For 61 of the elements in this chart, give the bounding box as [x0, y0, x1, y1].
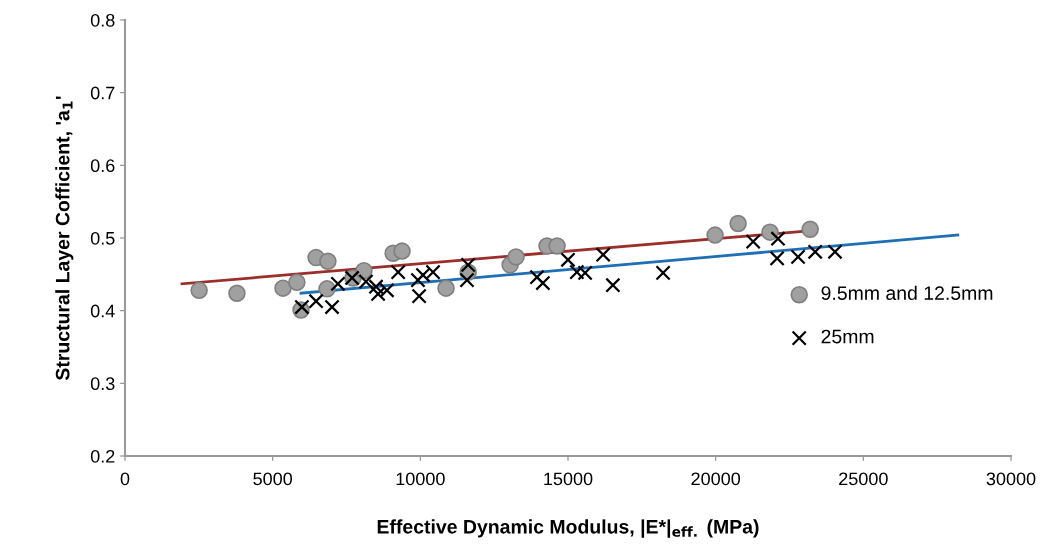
point: [560, 252, 576, 268]
point: [605, 277, 621, 293]
point: [370, 286, 386, 302]
y-tick-label: 0.2: [90, 449, 115, 463]
x-tick-label: 15000: [544, 472, 593, 486]
x-tick-label: 10000: [396, 472, 445, 486]
point: [190, 281, 208, 300]
point: [274, 279, 292, 297]
point: [393, 242, 411, 260]
x-tick-label: 5000: [253, 472, 293, 486]
point: [355, 261, 373, 280]
point: [288, 273, 306, 292]
point: [425, 264, 441, 280]
y-tick-label: 0.4: [90, 304, 115, 318]
point: [507, 248, 525, 266]
point: [460, 257, 476, 273]
point: [769, 250, 785, 267]
y-tick-label: 0.6: [90, 159, 115, 173]
y-tick-label: 0.8: [90, 13, 115, 27]
point: [790, 249, 806, 265]
point: [535, 275, 551, 291]
point: [745, 233, 761, 250]
y-axis-title: Structural Layer Cofficient, 'a$_{1}$': [55, 96, 74, 381]
point: [379, 282, 395, 299]
point: [228, 284, 246, 302]
y-tick-label: 0.7: [90, 86, 115, 100]
point: [411, 288, 427, 304]
point: [324, 299, 340, 315]
point: [577, 265, 593, 281]
point: [319, 252, 337, 271]
x-tick-label: 25000: [839, 472, 888, 486]
y-tick-label: 0.5: [90, 231, 115, 245]
point: [410, 272, 426, 288]
x-axis-title: Effective Dynamic Modulus, |E*|$_{eff.}$ (MPa): [377, 519, 759, 538]
point: [801, 220, 819, 239]
x-tick-label: 0: [120, 472, 130, 486]
point: [807, 244, 823, 260]
point: [437, 279, 455, 297]
point: [655, 265, 671, 281]
point: [548, 237, 566, 255]
point: [459, 272, 475, 288]
point: [761, 223, 779, 241]
point: [308, 293, 324, 309]
point: [569, 264, 585, 280]
y-tick-label: 0.3: [90, 377, 115, 391]
point: [729, 214, 747, 233]
legend-label: 9.5mm and 12.5mm: [821, 285, 993, 300]
point: [415, 267, 431, 283]
x-tick-label: 20000: [691, 472, 741, 486]
point: [294, 299, 310, 315]
point: [318, 280, 336, 298]
point: [330, 276, 346, 292]
point: [529, 269, 545, 285]
legend-label: 25mm: [821, 329, 874, 344]
point: [827, 244, 843, 260]
point: [706, 226, 724, 244]
point: [595, 247, 611, 263]
x-tick-label: 30000: [986, 472, 1036, 486]
point: [368, 278, 384, 295]
point: [390, 264, 406, 280]
point: [770, 231, 786, 247]
